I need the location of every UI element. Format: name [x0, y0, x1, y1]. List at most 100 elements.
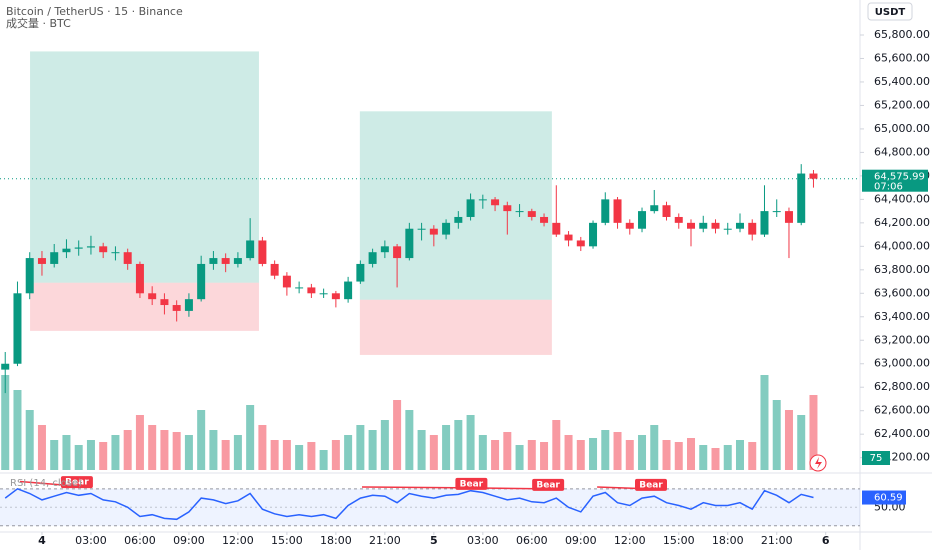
y-tick-label: 64,800.00 [874, 145, 930, 158]
candle-body [197, 263, 206, 300]
candle-body [540, 216, 549, 223]
volume-bar [184, 435, 193, 470]
candle-body [515, 211, 524, 213]
volume-bar [662, 440, 671, 470]
volume-bar [356, 425, 365, 470]
volume-bar [478, 435, 487, 470]
candle-body [123, 252, 132, 264]
candle-body [99, 246, 108, 253]
volume-bar [503, 432, 512, 470]
y-tick-label: 65,000.00 [874, 122, 930, 135]
volume-bar [258, 425, 267, 470]
candle-body [417, 228, 426, 230]
volume-bar [466, 415, 475, 470]
candle-body [221, 258, 230, 264]
candle-body [699, 222, 708, 229]
candle-body [466, 199, 475, 217]
volume-bar [601, 430, 610, 470]
y-tick-label: 65,600.00 [874, 51, 930, 64]
y-tick-label: 65,200.00 [874, 98, 930, 111]
divergence-label: Bear [639, 480, 663, 490]
volume-bar [797, 415, 806, 470]
volume-bar [62, 435, 71, 470]
x-tick-label: 06:00 [124, 534, 156, 547]
candle-body [356, 263, 365, 282]
candle-body [674, 216, 683, 223]
x-tick-label: 06:00 [516, 534, 548, 547]
divergence-tag [60, 476, 93, 489]
last-price-box [862, 169, 928, 192]
candle-body [380, 246, 389, 253]
candle-body [184, 299, 193, 311]
candle-body [295, 287, 304, 289]
volume-bar [515, 445, 524, 470]
volume-bar [295, 445, 304, 470]
candle-body [405, 228, 414, 259]
candle-body [687, 222, 696, 229]
volume-bar [564, 435, 573, 470]
candle-body [772, 211, 781, 213]
y-tick-label: 63,400.00 [874, 310, 930, 323]
countdown-label: 07:06 [874, 182, 903, 193]
volume-bar [589, 438, 598, 470]
candle-body [319, 293, 328, 295]
rsi-last-box [862, 490, 906, 505]
currency-button[interactable] [867, 2, 913, 21]
volume-bar [111, 435, 120, 470]
candle-body [111, 252, 120, 254]
x-tick-label: 03:00 [75, 534, 107, 547]
currency-label: USDT [875, 7, 906, 18]
x-tick-label: 12:00 [614, 534, 646, 547]
volume-bar [86, 440, 95, 470]
rsi-last-label: 60.59 [874, 493, 903, 504]
candle-body [748, 222, 757, 235]
x-tick-label: 21:00 [761, 534, 793, 547]
candle-body [638, 211, 647, 229]
x-tick-label: 03:00 [467, 534, 499, 547]
volume-bar [37, 425, 46, 470]
x-tick-label: 15:00 [663, 534, 695, 547]
candle-body [172, 305, 181, 311]
volume-bar [13, 390, 22, 470]
volume-bar [699, 445, 708, 470]
volume-bar [417, 430, 426, 470]
volume-bar [576, 440, 585, 470]
candle-body [209, 258, 218, 264]
candle-body [589, 222, 598, 247]
position-stop-zone [30, 282, 259, 331]
candle-body [564, 234, 573, 241]
y-tick-label: 63,800.00 [874, 263, 930, 276]
volume-bar [209, 430, 218, 470]
y-tick-label: 65,800.00 [874, 28, 930, 41]
candle-body [784, 211, 793, 223]
x-tick-label: 6 [822, 534, 830, 547]
volume-bar [270, 440, 279, 470]
volume-bar [429, 435, 438, 470]
x-tick-label: 12:00 [222, 534, 254, 547]
volume-bar [687, 438, 696, 470]
volume-bar [172, 432, 181, 470]
x-tick-label: 09:00 [173, 534, 205, 547]
candle-body [62, 248, 71, 253]
volume-bar [784, 410, 793, 470]
x-tick-label: 5 [430, 534, 438, 547]
candle-body [613, 199, 622, 223]
volume-bar [331, 440, 340, 470]
volume-bar [760, 375, 769, 470]
candle-body [478, 199, 487, 201]
volume-bar [344, 435, 353, 470]
volume-bar [368, 430, 377, 470]
y-tick-label: 62,600.00 [874, 404, 930, 417]
volume-bar [748, 442, 757, 470]
volume-bar [809, 395, 818, 470]
candle-body [258, 240, 267, 264]
candle-body [552, 222, 561, 235]
volume-bar [711, 448, 720, 470]
x-tick-label: 15:00 [271, 534, 303, 547]
candle-body [527, 211, 536, 217]
candle-body [454, 216, 463, 223]
volume-bar [625, 440, 634, 470]
volume-bar [123, 430, 132, 470]
candle-body [393, 246, 402, 259]
